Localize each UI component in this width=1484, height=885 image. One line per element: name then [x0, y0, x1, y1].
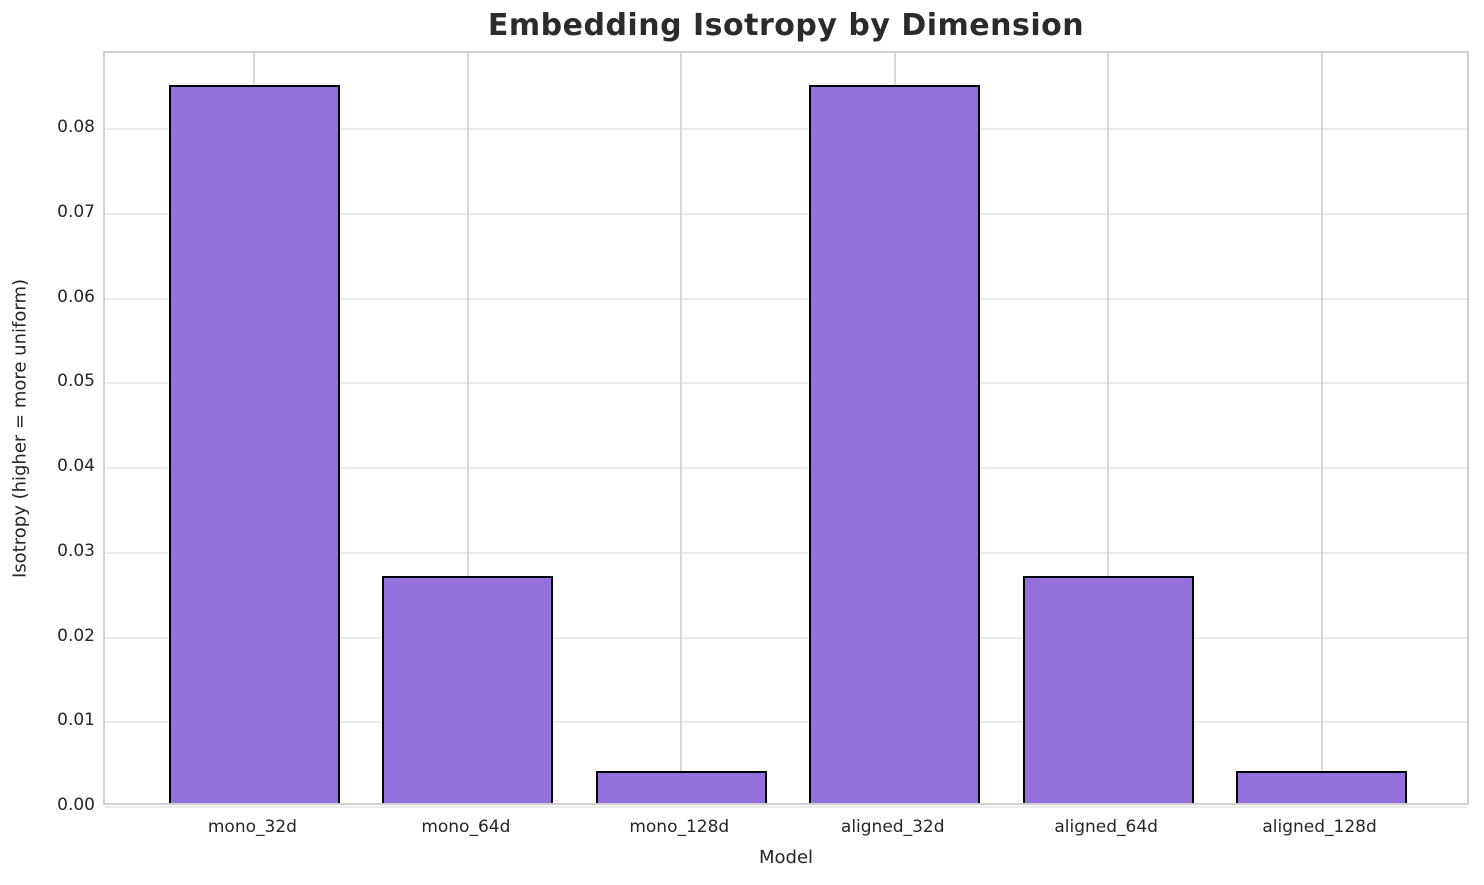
y-axis-label: Isotropy (higher = more uniform): [9, 279, 31, 578]
y-tick-label: 0.07: [57, 201, 95, 222]
h-gridline: [105, 806, 1467, 808]
y-tick-label: 0.00: [57, 795, 95, 815]
y-tick-label: 0.03: [57, 540, 95, 561]
x-tick-label: mono_32d: [207, 817, 297, 837]
h-gridline: [105, 467, 1467, 470]
y-tick-label: 0.06: [57, 286, 95, 307]
x-tick-label: aligned_128d: [1262, 817, 1377, 837]
x-tick-label: aligned_64d: [1054, 817, 1158, 837]
y-tick-label: 0.04: [57, 456, 95, 477]
y-tick-label: 0.05: [57, 371, 95, 392]
bar-mono_128d: [595, 770, 767, 803]
v-gridline: [680, 53, 683, 803]
x-axis-label: Model: [758, 847, 814, 868]
h-gridline: [105, 636, 1467, 639]
x-tick-label: aligned_32d: [840, 817, 945, 837]
v-gridline: [1107, 53, 1110, 803]
bar-mono_32d: [169, 85, 340, 803]
x-tick-label: mono_64d: [421, 817, 511, 837]
h-gridline: [105, 297, 1467, 300]
bar-aligned_64d: [1022, 575, 1194, 803]
h-gridline: [105, 382, 1467, 385]
y-tick-label: 0.02: [57, 625, 95, 646]
v-gridline: [1320, 53, 1323, 803]
bar-aligned_32d: [809, 85, 981, 803]
bar-mono_64d: [382, 575, 554, 803]
plot-area: [103, 51, 1469, 808]
y-tick-label: 0.01: [57, 710, 95, 731]
v-gridline: [466, 53, 469, 803]
chart-title: Embedding Isotropy by Dimension: [487, 8, 1085, 43]
h-gridline: [105, 212, 1467, 215]
bar-aligned_128d: [1236, 770, 1407, 803]
h-gridline: [105, 128, 1467, 131]
y-tick-label: 0.08: [57, 117, 95, 138]
x-tick-label: mono_128d: [629, 817, 730, 837]
h-gridline: [105, 721, 1467, 724]
h-gridline: [105, 551, 1467, 554]
